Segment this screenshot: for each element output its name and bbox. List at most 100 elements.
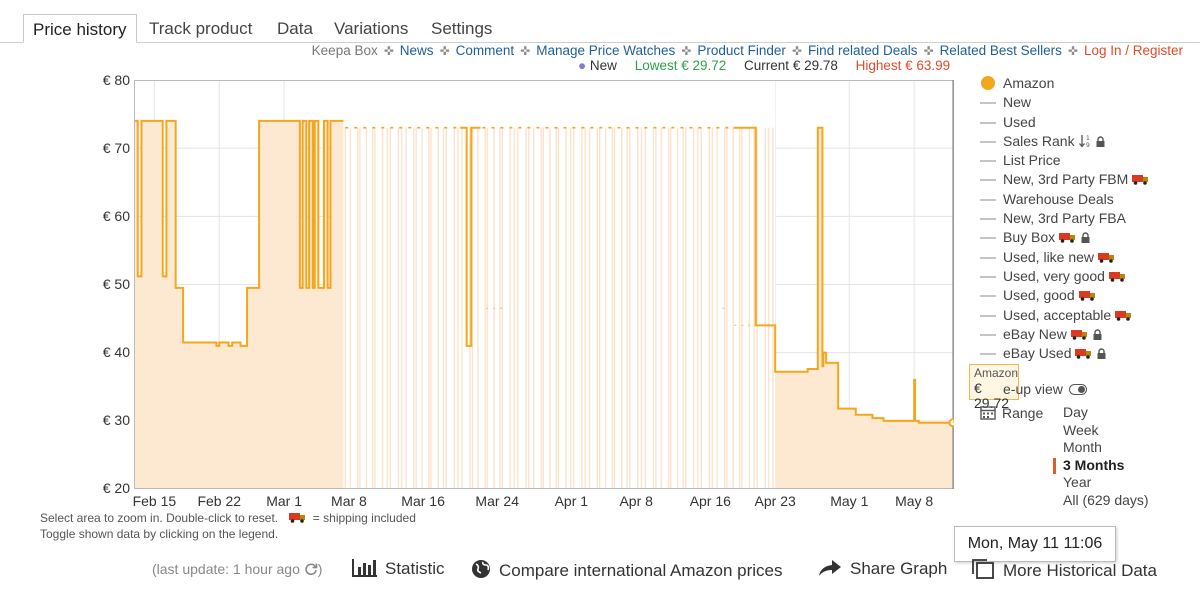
legend-item-ebay-used[interactable]: eBay Used (980, 344, 1149, 363)
availability-bar (344, 127, 346, 489)
availability-bar (453, 127, 456, 489)
availability-bar (644, 127, 647, 489)
keepa-box-link[interactable]: Keepa Box (311, 43, 378, 58)
range-week[interactable]: Week (1063, 421, 1099, 438)
legend-item-amazon[interactable]: Amazon (980, 74, 1149, 93)
comment-link[interactable]: Comment (455, 43, 515, 58)
product-finder-link[interactable]: Product Finder (697, 43, 786, 58)
legend-item-warehouse-deals[interactable]: Warehouse Deals (980, 190, 1149, 209)
legend-item-used-like-new[interactable]: Used, like new (980, 248, 1149, 267)
refresh-icon[interactable] (304, 562, 318, 576)
legend-item-ebay-new[interactable]: eBay New (980, 325, 1149, 344)
tab-settings[interactable]: Settings (431, 19, 493, 38)
range-year[interactable]: Year (1063, 474, 1092, 490)
tab-price-history[interactable]: Price history (23, 14, 137, 43)
tab-data[interactable]: Data (277, 19, 313, 38)
price-history-chart[interactable] (134, 80, 954, 489)
availability-bar (386, 127, 388, 489)
more-historical-data-button[interactable]: More Historical Data (971, 559, 1157, 581)
availability-bar (628, 127, 631, 489)
legend-line-icon (980, 160, 996, 163)
compare-prices-button[interactable]: Compare international Amazon prices (471, 559, 782, 581)
availability-bar (692, 127, 695, 489)
globe-icon (472, 560, 490, 578)
legend-item-used[interactable]: Used (980, 113, 1149, 132)
legend-label: Used, good (1003, 287, 1075, 304)
summary-new-label: New (589, 58, 617, 73)
lock-icon (1081, 232, 1090, 244)
x-tick-label: Feb 22 (197, 493, 242, 509)
legend-label: New, 3rd Party FBA (1003, 210, 1126, 227)
availability-bar (756, 127, 758, 489)
legend-item-used-very-good[interactable]: Used, very good (980, 267, 1149, 286)
tab-variations[interactable]: Variations (334, 19, 409, 38)
summary-lowest: Lowest € 29.72 (634, 58, 727, 73)
availability-bar (700, 127, 702, 489)
legend-label: New, 3rd Party FBM (1003, 171, 1129, 188)
availability-bar (716, 127, 718, 489)
legend-item-new[interactable]: New (980, 93, 1149, 112)
tab-track-product[interactable]: Track product (149, 19, 253, 38)
legend-label: Sales Rank (1003, 132, 1075, 149)
truck-icon (289, 513, 306, 523)
shipping-help-text: = shipping included (312, 511, 416, 525)
legend-item-new-3rd-party-fba[interactable]: New, 3rd Party FBA (980, 209, 1149, 228)
availability-bar (708, 127, 711, 489)
bar-chart-icon (352, 559, 377, 577)
close-up-view-toggle[interactable]: e-up view (1003, 381, 1087, 397)
legend-item-used-good[interactable]: Used, good (980, 286, 1149, 305)
availability-bar (748, 127, 751, 489)
truck-icon (1078, 291, 1095, 302)
legend-item-new-3rd-party-fbm[interactable]: New, 3rd Party FBM (980, 170, 1149, 189)
y-tick-label: € 50 (102, 276, 130, 292)
range-all[interactable]: All (629 days) (1063, 491, 1149, 508)
availability-bar (604, 127, 607, 489)
chart-legend: Amazon New Used Sales Rank 1 9 List Price New, … (980, 74, 1149, 363)
availability-bar (596, 127, 599, 489)
availability-bar (767, 127, 770, 489)
y-tick-label: € 70 (102, 140, 130, 156)
legend-item-buy-box[interactable]: Buy Box (980, 228, 1149, 247)
availability-bar (732, 127, 734, 489)
calendar-icon (980, 406, 996, 420)
legend-label: List Price (1003, 152, 1061, 169)
availability-bar (569, 127, 572, 489)
last-update[interactable]: (last update: 1 hour ago ) (152, 561, 323, 577)
range-month[interactable]: Month (1063, 439, 1102, 455)
toggle-icon[interactable] (1068, 384, 1087, 395)
legend-line-icon (980, 198, 996, 201)
legend-item-used-acceptable[interactable]: Used, acceptable (980, 306, 1149, 325)
availability-bar (626, 127, 628, 489)
legend-label: eBay New (1003, 325, 1067, 342)
availability-bar (533, 127, 535, 489)
availability-bar (397, 127, 400, 489)
lock-icon (1093, 329, 1102, 340)
availability-bar (724, 127, 726, 489)
summary-highest: Highest € 63.99 (855, 58, 951, 73)
statistic-button[interactable]: Statistic (351, 559, 445, 579)
range-day[interactable]: Day (1063, 404, 1088, 420)
legend-item-list-price[interactable]: List Price (980, 151, 1149, 170)
legend-line-icon (980, 237, 996, 240)
link-bar: Keepa Box ✜ News ✜ Comment ✜ Manage Price Watc… (312, 43, 1183, 58)
find-related-deals-link[interactable]: Find related Deals (807, 43, 918, 58)
manage-price-watches-link[interactable]: Manage Price Watches (536, 43, 676, 58)
share-graph-button[interactable]: Share Graph (818, 559, 947, 579)
availability-bar (499, 127, 501, 489)
legend-label: Used (1003, 113, 1036, 130)
copy-icon (972, 559, 994, 579)
availability-bar (660, 127, 663, 489)
login-register-link[interactable]: Log In / Register (1083, 43, 1183, 58)
legend-label: Used, like new (1003, 248, 1095, 265)
range-3-months[interactable]: 3 Months (1053, 457, 1149, 475)
legend-line-icon (980, 256, 996, 259)
legend-item-sales-rank[interactable]: Sales Rank 1 9 (980, 132, 1149, 151)
legend-line-icon (980, 102, 996, 105)
availability-bar (421, 127, 423, 489)
availability-bar (428, 127, 430, 489)
availability-bar (461, 127, 463, 489)
legend-line-icon (980, 179, 996, 182)
legend-line-icon (980, 314, 996, 317)
news-link[interactable]: News (399, 43, 434, 58)
related-best-sellers-link[interactable]: Related Best Sellers (939, 43, 1062, 58)
